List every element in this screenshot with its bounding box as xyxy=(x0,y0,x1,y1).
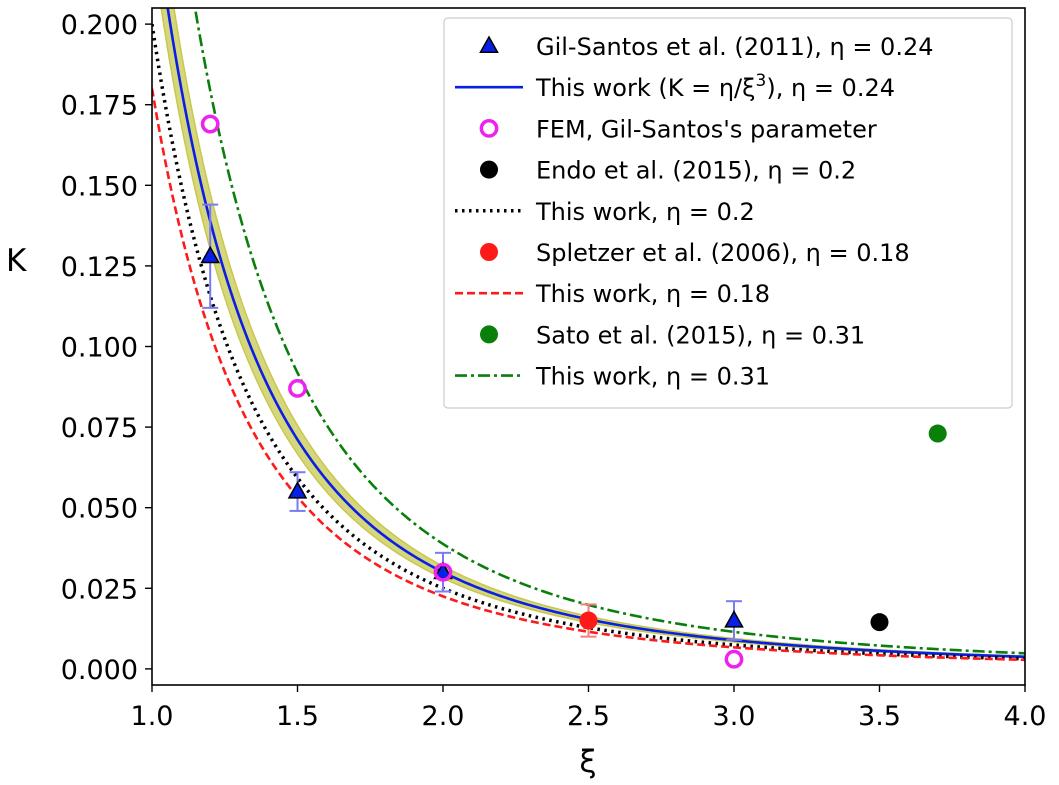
y-axis-label: K xyxy=(6,243,27,279)
x-axis: 1.0 1.5 2.0 2.5 3.0 3.5 4.0 xyxy=(131,685,1047,732)
legend: Gil-Santos et al. (2011), η = 0.24 This w… xyxy=(443,17,1013,409)
series-2-point xyxy=(433,562,453,582)
series-2-point xyxy=(724,649,744,669)
series-0-point xyxy=(724,609,744,628)
legend-label-0: Gil-Santos et al. (2011), η = 0.24 xyxy=(536,33,934,61)
x-tick-label: 1.5 xyxy=(276,701,319,732)
series-7-point xyxy=(928,424,947,443)
series-0-point xyxy=(287,481,308,499)
legend-label-tail: ), η = 0.24 xyxy=(766,74,895,102)
y-tick-label: 0.125 xyxy=(61,252,138,283)
legend-label-2: FEM, Gil-Santos's parameter xyxy=(536,115,877,143)
series-3-point xyxy=(870,613,889,632)
y-tick-label: 0.200 xyxy=(61,10,138,41)
x-axis-label: ξ xyxy=(579,744,596,780)
legend-handle-2 xyxy=(479,118,499,138)
y-tick-label: 0.000 xyxy=(61,655,138,686)
legend-label-superscript: 3 xyxy=(756,71,767,91)
series-2-point xyxy=(288,379,307,398)
y-tick-label: 0.075 xyxy=(61,413,138,444)
x-tick-label: 4.0 xyxy=(1004,701,1047,732)
y-tick-label: 0.175 xyxy=(61,91,138,122)
legend-label-5: Spletzer et al. (2006), η = 0.18 xyxy=(536,239,910,267)
legend-handle-3 xyxy=(480,160,498,179)
legend-label-3: Endo et al. (2015), η = 0.2 xyxy=(536,157,856,185)
x-tick-label: 2.5 xyxy=(567,701,610,732)
legend-label-1: This work (K = η/ξ3), η = 0.24 xyxy=(535,71,895,102)
legend-label-7: Sato et al. (2015), η = 0.31 xyxy=(536,321,865,349)
y-tick-label: 0.100 xyxy=(61,333,138,364)
plot-area xyxy=(152,8,1025,669)
series-0-point xyxy=(200,245,221,264)
series-5-point xyxy=(579,611,598,630)
legend-label-6: This work, η = 0.18 xyxy=(535,280,770,308)
series-2-point xyxy=(200,114,220,134)
y-tick-label: 0.150 xyxy=(61,171,138,202)
legend-handle-0 xyxy=(479,35,499,54)
legend-box xyxy=(443,17,1013,409)
legend-label-8: This work, η = 0.31 xyxy=(535,363,770,391)
y-axis: 0.000 0.025 0.050 0.075 0.100 0.125 0.150 0.175… xyxy=(61,10,152,686)
legend-handle-7 xyxy=(480,325,498,344)
y-tick-label: 0.050 xyxy=(61,494,138,525)
x-tick-label: 1.0 xyxy=(131,701,174,732)
x-tick-label: 2.0 xyxy=(422,701,465,732)
x-tick-label: 3.0 xyxy=(713,701,756,732)
legend-label-4: This work, η = 0.2 xyxy=(535,198,755,226)
legend-handle-5 xyxy=(480,243,498,261)
y-tick-label: 0.025 xyxy=(61,574,138,605)
x-tick-label: 3.5 xyxy=(858,701,901,732)
